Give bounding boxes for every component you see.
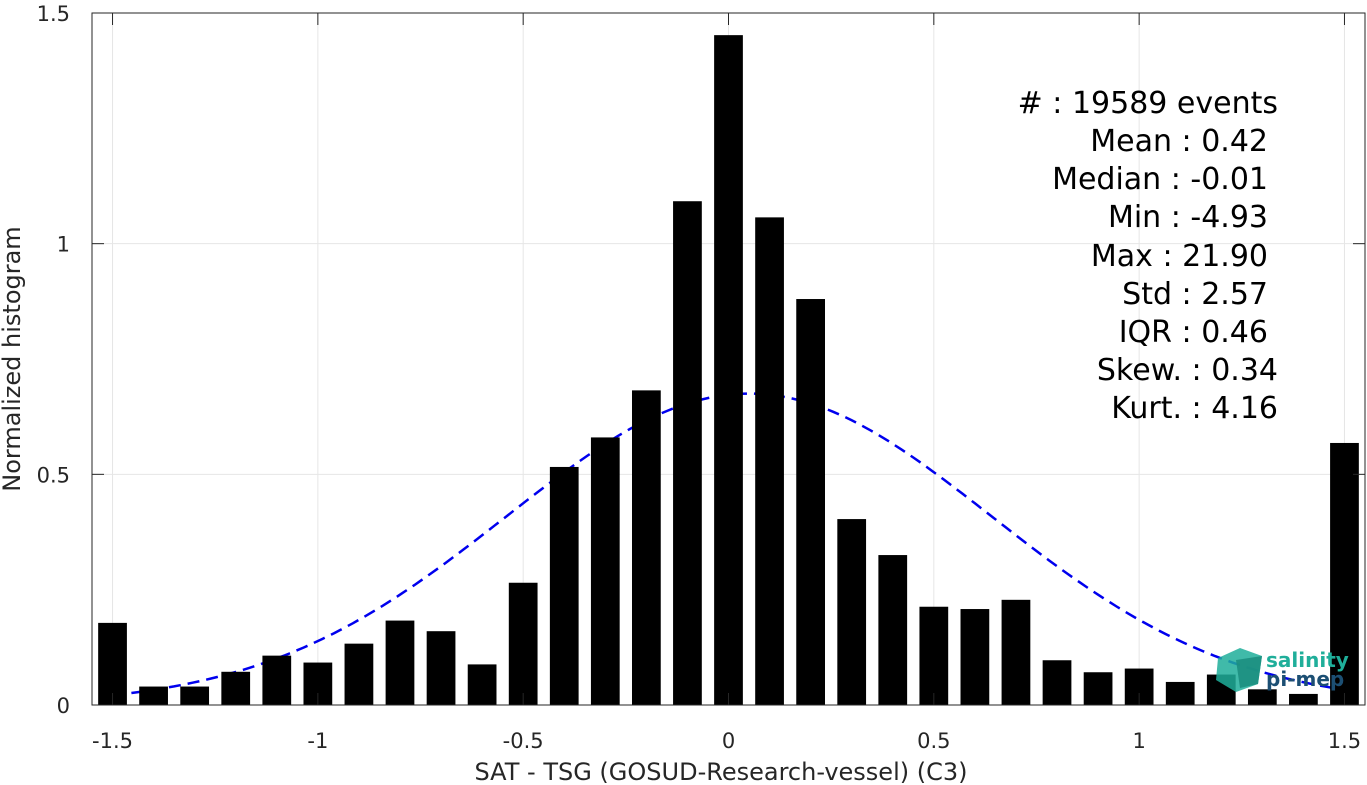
x-axis-label: SAT - TSG (GOSUD-Research-vessel) (C3)	[475, 758, 968, 785]
x-tick-label: 1.5	[1328, 729, 1361, 753]
histogram-bar	[1001, 599, 1031, 705]
stats-box: # : 19589 events Mean : 0.42 Median : -0…	[1018, 86, 1278, 426]
histogram-bar	[426, 631, 456, 705]
bar-layer	[98, 35, 1359, 706]
y-tick-label: 1	[57, 233, 70, 257]
x-tick-label: 0.5	[917, 729, 950, 753]
histogram-bar	[1165, 681, 1195, 705]
stat-std: Std : 2.57	[1122, 277, 1268, 312]
histogram-bar	[878, 555, 908, 705]
histogram-bar	[180, 686, 210, 705]
histogram-bar	[590, 437, 620, 705]
histogram-bar	[385, 620, 415, 705]
y-tick-label: 0	[57, 694, 70, 718]
histogram-bar	[796, 299, 826, 705]
histogram-bar	[837, 519, 867, 705]
x-tick-label: 0	[722, 729, 735, 753]
x-tick-label: -1	[307, 729, 328, 753]
histogram-bar	[1330, 442, 1359, 705]
stat-kurt: Kurt. : 4.16	[1111, 391, 1278, 426]
x-tick-label: -1.5	[92, 729, 133, 753]
histogram-bar	[631, 390, 661, 705]
histogram-bar	[1247, 689, 1277, 705]
histogram-bar	[549, 466, 579, 705]
histogram-bar	[344, 643, 374, 705]
histogram-bar	[1083, 672, 1113, 705]
fit-curve-layer	[112, 392, 1345, 697]
y-tick-label: 0.5	[37, 463, 70, 487]
histogram-bar	[1289, 693, 1318, 705]
histogram-bar	[919, 606, 949, 705]
x-tick-label: -0.5	[503, 729, 544, 753]
gaussian-fit-line	[112, 392, 1345, 697]
logo-line2: pi-mep	[1266, 667, 1344, 691]
histogram-bar	[1042, 660, 1072, 705]
histogram-bar	[960, 609, 990, 705]
histogram-bar	[139, 686, 168, 705]
logo-line1: salinity	[1266, 648, 1349, 672]
stat-max: Max : 21.90	[1091, 239, 1268, 274]
histogram-bar	[673, 201, 702, 705]
stat-iqr: IQR : 0.46	[1119, 315, 1268, 350]
histogram-bar	[262, 655, 292, 705]
stat-min: Min : -4.93	[1108, 200, 1268, 235]
tick-layer: -1.5 -1 -0.5 0 0.5 1 1.5 0 0.5 1 1.5	[37, 2, 1365, 753]
histogram-bar	[508, 582, 538, 705]
stat-median: Median : -0.01	[1052, 162, 1268, 197]
logo-mark-shade-icon	[1236, 656, 1262, 688]
stat-mean: Mean : 0.42	[1090, 124, 1268, 159]
histogram-bar	[714, 35, 743, 706]
stat-events: # : 19589 events	[1018, 86, 1278, 121]
salinity-pimep-logo: salinity pi-mep	[1216, 648, 1349, 692]
y-axis-label: Normalized histogram	[0, 226, 26, 491]
y-tick-label: 1.5	[37, 2, 70, 26]
histogram-bar	[467, 664, 497, 705]
histogram-bar	[755, 217, 784, 705]
histogram-bar	[221, 671, 251, 705]
x-tick-label: 1	[1132, 729, 1145, 753]
histogram-bar	[98, 622, 127, 705]
stat-skew: Skew. : 0.34	[1097, 353, 1278, 388]
